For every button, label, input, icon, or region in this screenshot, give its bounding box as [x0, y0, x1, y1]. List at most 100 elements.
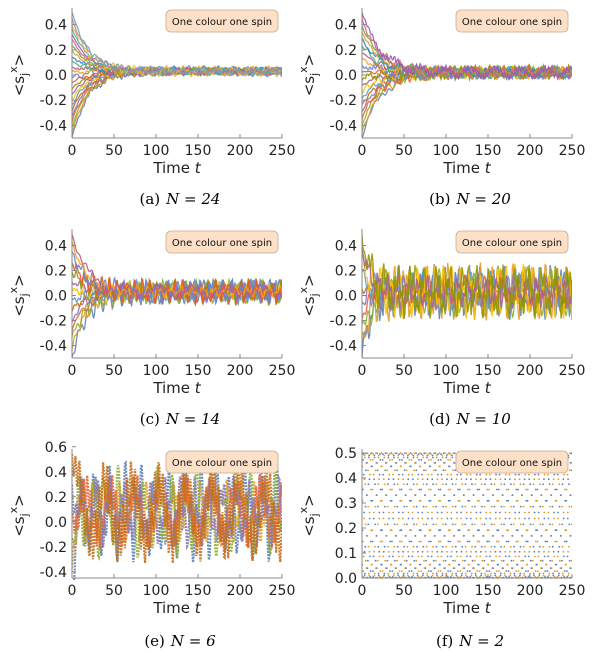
data-point [407, 478, 410, 481]
data-point [364, 469, 367, 472]
data-point [563, 555, 565, 558]
data-point [426, 478, 429, 481]
data-point [429, 563, 432, 566]
data-point [475, 517, 478, 520]
data-point [558, 523, 561, 526]
data-point [381, 488, 384, 491]
data-point [487, 499, 490, 502]
data-point [394, 452, 397, 455]
data-point [372, 459, 374, 461]
data-point [419, 529, 422, 532]
data-point [530, 535, 533, 537]
data-point [540, 494, 543, 496]
data-point [371, 465, 373, 468]
data-point [516, 499, 519, 502]
data-point [553, 576, 556, 578]
data-point [449, 453, 452, 455]
y-tick-label: 0.0 [335, 68, 357, 84]
data-point [364, 559, 367, 562]
data-point [431, 517, 433, 520]
data-point [410, 488, 413, 491]
data-point [532, 545, 535, 548]
data-point [525, 488, 527, 491]
data-point [558, 572, 560, 575]
data-point [397, 517, 400, 520]
data-point [369, 473, 371, 476]
data-point [430, 555, 433, 558]
data-point [557, 517, 559, 520]
data-point [475, 555, 478, 558]
data-point [387, 454, 390, 457]
data-point [513, 545, 515, 548]
data-point [428, 540, 430, 543]
data-point [548, 574, 550, 577]
data-point [462, 494, 465, 496]
data-point [456, 570, 459, 572]
data-point [385, 535, 388, 537]
data-point [432, 456, 434, 459]
data-point [365, 462, 368, 464]
data-point [407, 473, 410, 476]
data-point [494, 511, 497, 514]
data-point [390, 465, 393, 468]
data-point [503, 523, 505, 526]
chart-panel-3: 0 50 100 150 200 250 -0.4 -0.2 0.0 0.2 0.4 Time t <s… [297, 229, 585, 397]
data-point [473, 559, 476, 562]
data-point [387, 550, 390, 553]
data-point [541, 505, 544, 508]
data-point [408, 459, 411, 461]
data-point [417, 473, 420, 476]
data-point [371, 563, 373, 566]
data-point [491, 567, 494, 569]
data-point [391, 453, 394, 455]
data-point [369, 459, 372, 461]
data-point [389, 488, 392, 491]
data-point [383, 483, 386, 486]
data-point [373, 454, 376, 457]
data-point [466, 576, 469, 578]
data-point [446, 576, 449, 578]
data-point [560, 535, 562, 537]
data-point [374, 452, 377, 455]
data-point [392, 478, 395, 481]
data-point [475, 550, 477, 553]
data-point [505, 576, 507, 578]
legend-box [455, 230, 569, 254]
data-point [534, 570, 537, 572]
data-point [427, 517, 429, 520]
data-point [425, 483, 428, 486]
data-point [440, 555, 443, 558]
data-point [493, 559, 495, 562]
data-point [385, 567, 388, 569]
data-point [418, 570, 420, 572]
data-point [553, 555, 556, 558]
data-point [414, 462, 417, 464]
data-point [435, 572, 438, 575]
data-point [529, 505, 532, 508]
data-point [475, 478, 477, 481]
data-point [562, 574, 564, 577]
data-point [539, 483, 541, 486]
data-point [424, 567, 427, 569]
data-point [400, 499, 403, 502]
data-point [485, 473, 488, 476]
data-point [451, 456, 454, 459]
data-point [431, 550, 434, 553]
data-point [480, 574, 482, 577]
data-point [368, 454, 370, 457]
data-point [484, 550, 487, 553]
data-point [509, 483, 512, 486]
data-point [418, 488, 421, 491]
data-point [475, 511, 478, 514]
data-point [454, 505, 457, 508]
data-point [398, 570, 401, 572]
caption-c: (c) N = 14 [139, 410, 221, 428]
data-point [405, 452, 408, 455]
data-point [364, 545, 367, 548]
data-point [393, 505, 396, 508]
x-tick-label: 100 [433, 583, 460, 599]
data-point [563, 576, 566, 578]
data-point [569, 494, 572, 496]
data-point [442, 559, 445, 562]
data-point [514, 517, 517, 520]
